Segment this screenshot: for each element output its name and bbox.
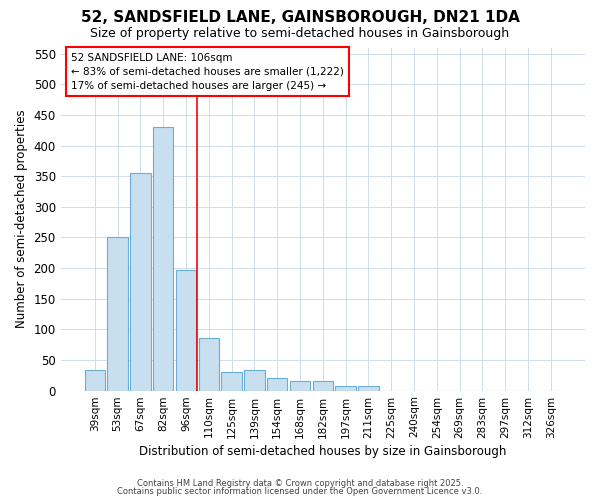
Bar: [130, 173, 151, 390]
Bar: [290, 382, 310, 390]
Bar: [267, 378, 287, 390]
Bar: [153, 127, 173, 390]
Y-axis label: Number of semi-detached properties: Number of semi-detached properties: [15, 110, 28, 328]
Bar: [358, 386, 379, 390]
Bar: [199, 338, 219, 390]
Bar: [313, 382, 333, 390]
Bar: [107, 238, 128, 390]
Bar: [221, 372, 242, 390]
Text: Contains HM Land Registry data © Crown copyright and database right 2025.: Contains HM Land Registry data © Crown c…: [137, 478, 463, 488]
Text: Contains public sector information licensed under the Open Government Licence v3: Contains public sector information licen…: [118, 487, 482, 496]
Text: 52 SANDSFIELD LANE: 106sqm
← 83% of semi-detached houses are smaller (1,222)
17%: 52 SANDSFIELD LANE: 106sqm ← 83% of semi…: [71, 52, 344, 90]
Text: 52, SANDSFIELD LANE, GAINSBOROUGH, DN21 1DA: 52, SANDSFIELD LANE, GAINSBOROUGH, DN21 …: [80, 10, 520, 25]
Text: Size of property relative to semi-detached houses in Gainsborough: Size of property relative to semi-detach…: [91, 28, 509, 40]
Bar: [176, 270, 196, 390]
Bar: [244, 370, 265, 390]
Bar: [85, 370, 105, 390]
X-axis label: Distribution of semi-detached houses by size in Gainsborough: Distribution of semi-detached houses by …: [139, 444, 506, 458]
Bar: [335, 386, 356, 390]
